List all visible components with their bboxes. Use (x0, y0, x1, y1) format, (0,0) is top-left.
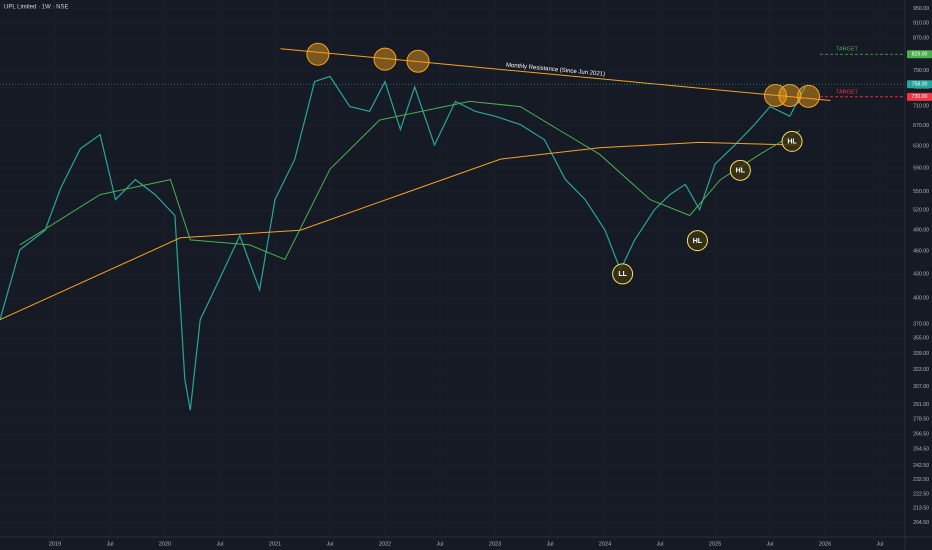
y-tick-label: 339.00 (913, 351, 929, 357)
y-tick-label: 630.00 (913, 143, 929, 149)
resistance-touch (764, 83, 788, 107)
pivot-label: LL (618, 271, 627, 278)
series-line (19, 100, 800, 261)
y-tick-label: 490.00 (913, 228, 929, 234)
chart-title: UPL Limited · 1W · NSE (4, 5, 68, 11)
y-tick-label: 520.00 (913, 208, 929, 214)
target-label: TARGET (836, 47, 859, 53)
x-tick-label: Jul (767, 541, 774, 547)
x-tick-label: Jul (877, 541, 884, 547)
y-tick-label: 790.00 (913, 68, 929, 74)
x-tick-label: 2023 (489, 541, 501, 547)
price-box-label: 730.00 (912, 94, 928, 100)
y-tick-label: 222.50 (913, 492, 929, 498)
pivot-label: HL (736, 168, 746, 175)
y-tick-label: 870.00 (913, 35, 929, 41)
y-tick-label: 710.00 (913, 103, 929, 109)
x-tick-label: 2025 (709, 541, 721, 547)
x-tick-label: 2024 (599, 541, 611, 547)
y-tick-label: 355.00 (913, 335, 929, 341)
x-tick-label: 2022 (379, 541, 391, 547)
target-label: TARGET (836, 89, 859, 95)
series-line (0, 141, 800, 321)
x-tick-label: 2020 (159, 541, 171, 547)
resistance-line (280, 48, 831, 101)
y-tick-label: 430.00 (913, 271, 929, 277)
resistance-touch (406, 49, 430, 73)
x-tick-label: Jul (326, 541, 333, 547)
price-box-label: 829.00 (912, 52, 928, 58)
y-tick-label: 460.00 (913, 249, 929, 255)
price-box (907, 92, 932, 101)
pivot-marker (729, 159, 751, 181)
y-tick-label: 370.00 (913, 322, 929, 328)
x-tick-label: Jul (547, 541, 554, 547)
x-tick-label: 2026 (819, 541, 831, 547)
x-tick-label: Jul (216, 541, 223, 547)
x-tick-label: 2021 (269, 541, 281, 547)
pivot-marker (686, 230, 708, 252)
y-tick-label: 307.00 (913, 384, 929, 390)
pivot-label: HL (693, 238, 703, 245)
y-tick-label: 232.50 (913, 477, 929, 483)
price-box (907, 80, 932, 89)
y-tick-label: 278.50 (913, 417, 929, 423)
series-line (0, 75, 806, 411)
y-tick-label: 204.50 (913, 520, 929, 526)
pivot-marker (612, 263, 634, 285)
pivot-marker (781, 130, 803, 152)
y-tick-label: 266.50 (913, 431, 929, 437)
y-tick-label: 950.00 (913, 6, 929, 12)
y-tick-label: 213.50 (913, 506, 929, 512)
y-tick-label: 590.00 (913, 165, 929, 171)
resistance-touch (306, 42, 330, 66)
y-tick-label: 242.50 (913, 463, 929, 469)
y-tick-label: 254.50 (913, 447, 929, 453)
x-tick-label: Jul (657, 541, 664, 547)
y-tick-label: 323.00 (913, 367, 929, 373)
pivot-label: HL (787, 139, 797, 146)
resistance-touch (373, 47, 397, 71)
y-tick-label: 910.00 (913, 20, 929, 26)
price-box-label: 758.00 (912, 82, 928, 88)
y-tick-label: 291.00 (913, 402, 929, 408)
price-box (907, 50, 932, 59)
y-tick-label: 670.00 (913, 123, 929, 129)
y-tick-label: 400.00 (913, 295, 929, 301)
x-tick-label: Jul (436, 541, 443, 547)
x-tick-label: Jul (106, 541, 113, 547)
resistance-touch (797, 84, 821, 108)
x-tick-label: 2019 (49, 541, 61, 547)
y-tick-label: 550.00 (913, 189, 929, 195)
